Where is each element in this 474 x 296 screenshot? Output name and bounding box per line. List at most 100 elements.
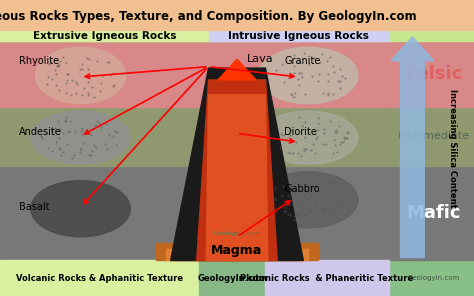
Point — [80, 227, 88, 231]
Point — [79, 92, 86, 97]
Point — [55, 63, 63, 67]
Ellipse shape — [31, 111, 130, 164]
Point — [110, 83, 118, 87]
Point — [340, 134, 348, 139]
Point — [307, 147, 315, 152]
Point — [61, 118, 69, 123]
Point — [307, 193, 315, 198]
Point — [281, 209, 289, 214]
Point — [78, 126, 86, 130]
Point — [319, 91, 327, 96]
Text: Gabbro: Gabbro — [284, 184, 320, 194]
Point — [73, 82, 81, 86]
Bar — [199, 260, 265, 296]
Bar — [175, 253, 299, 260]
Point — [300, 51, 308, 56]
Point — [336, 124, 343, 128]
Point — [78, 67, 85, 72]
Point — [106, 73, 114, 78]
Point — [305, 197, 313, 202]
Point — [93, 201, 100, 206]
Bar — [166, 249, 308, 260]
Text: Increasing Silica Content: Increasing Silica Content — [448, 89, 457, 207]
Text: Mafic: Mafic — [407, 204, 461, 222]
Point — [66, 221, 73, 226]
Point — [82, 197, 89, 202]
Text: Lava: Lava — [246, 54, 273, 64]
Point — [68, 225, 75, 230]
Point — [111, 210, 119, 215]
Point — [78, 227, 85, 231]
Point — [272, 209, 279, 214]
Point — [312, 137, 319, 142]
Point — [319, 184, 326, 188]
Text: Intermediate: Intermediate — [398, 131, 470, 141]
Point — [295, 115, 302, 120]
Point — [52, 71, 60, 76]
Bar — [389, 0, 474, 41]
Point — [82, 222, 90, 226]
Point — [62, 186, 70, 190]
Point — [45, 209, 52, 214]
Bar — [156, 243, 318, 260]
Point — [284, 194, 292, 199]
Point — [77, 128, 84, 133]
Point — [286, 213, 293, 218]
Point — [71, 128, 79, 133]
Point — [294, 77, 301, 81]
Point — [60, 131, 67, 136]
Point — [293, 176, 301, 181]
Point — [287, 133, 294, 138]
Point — [100, 190, 108, 195]
Point — [97, 88, 104, 93]
Text: GeologyIn.com: GeologyIn.com — [197, 274, 267, 283]
Point — [70, 153, 78, 157]
Point — [309, 142, 316, 147]
Point — [56, 127, 64, 132]
Ellipse shape — [258, 111, 358, 164]
Point — [55, 146, 63, 150]
Point — [284, 149, 292, 154]
Point — [111, 129, 119, 134]
Point — [89, 84, 96, 89]
Point — [55, 136, 63, 140]
Point — [78, 62, 86, 66]
Polygon shape — [197, 80, 277, 260]
Point — [92, 221, 100, 226]
Point — [292, 139, 300, 144]
Point — [314, 178, 321, 183]
Point — [38, 135, 46, 140]
Point — [299, 75, 306, 79]
Point — [301, 91, 309, 96]
Point — [56, 129, 64, 133]
Point — [316, 214, 324, 219]
Point — [310, 56, 318, 60]
Point — [287, 183, 295, 187]
Point — [84, 130, 91, 134]
Point — [85, 152, 93, 157]
Point — [89, 197, 96, 202]
Point — [292, 91, 299, 95]
Point — [50, 191, 58, 196]
Point — [329, 64, 337, 69]
Point — [86, 204, 93, 209]
Bar — [0, 41, 389, 107]
Point — [88, 148, 96, 153]
Point — [100, 224, 108, 229]
Point — [84, 201, 91, 205]
Point — [332, 128, 340, 133]
Point — [77, 227, 84, 232]
Point — [83, 56, 91, 60]
Bar — [389, 107, 474, 166]
Point — [290, 64, 298, 69]
Point — [329, 151, 337, 155]
Point — [78, 132, 85, 137]
Text: Magma: Magma — [211, 244, 263, 257]
Point — [93, 58, 101, 63]
Point — [314, 128, 322, 133]
Point — [301, 148, 308, 153]
Point — [39, 206, 47, 211]
Point — [303, 190, 310, 194]
Point — [60, 212, 67, 217]
Point — [114, 214, 121, 219]
